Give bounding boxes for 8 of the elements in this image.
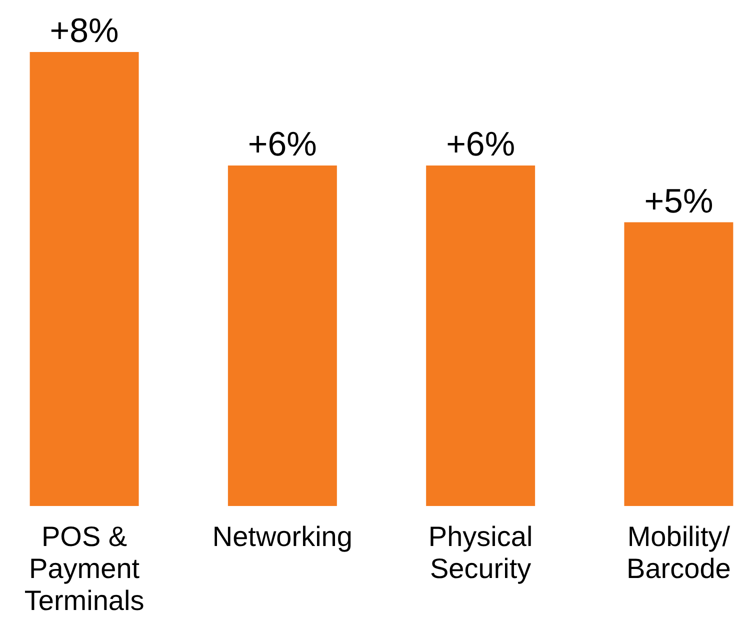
- x-tick-label: Physical Security: [428, 521, 533, 584]
- data-label: +6%: [248, 126, 317, 164]
- data-label: +6%: [446, 126, 516, 164]
- x-tick-label: POS & Payment Terminals: [24, 521, 144, 616]
- x-tick-label: Mobility/Barcode: [626, 521, 731, 584]
- x-tick-label: Networking: [212, 521, 352, 552]
- data-label: +5%: [644, 182, 714, 220]
- data-label: +8%: [50, 12, 119, 50]
